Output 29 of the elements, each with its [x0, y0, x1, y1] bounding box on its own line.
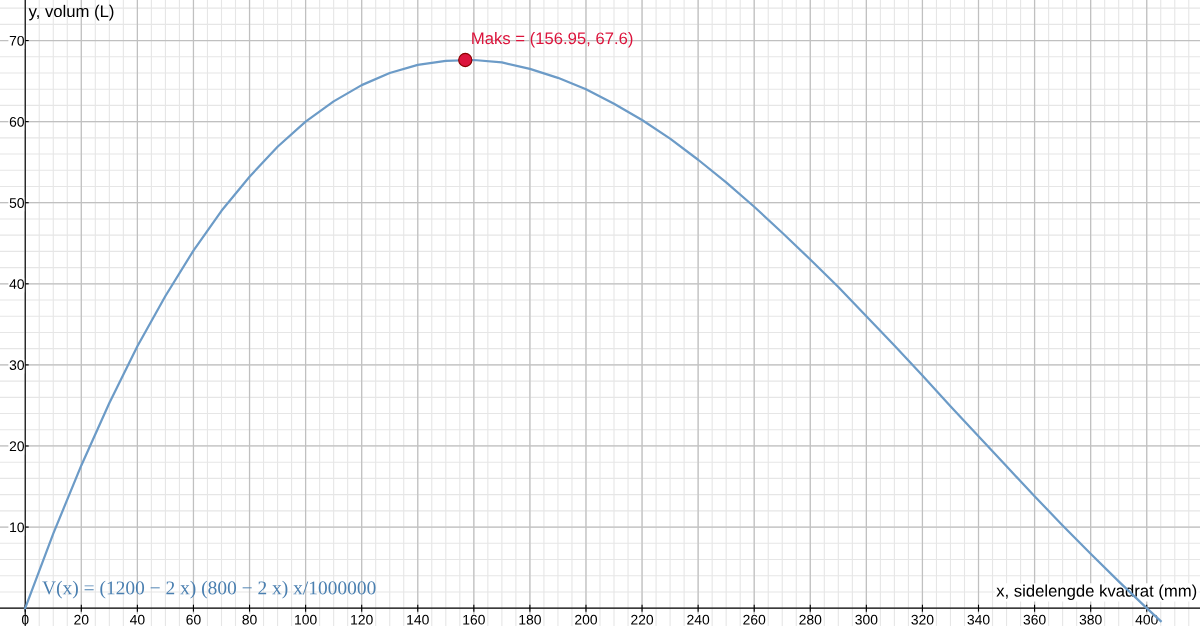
x-tick-label: 40	[129, 614, 145, 625]
x-tick-label: 20	[74, 614, 89, 625]
x-tick-label: 380	[1079, 614, 1102, 625]
annotation: V(x) = (1200 − 2 x) (800 − 2 x) x/1000000	[42, 580, 376, 599]
x-tick-label: 240	[687, 614, 710, 625]
annotation: Maks = (156.95, 67.6)	[472, 31, 633, 48]
x-tick-label: 120	[351, 614, 373, 625]
y-tick-label: 10	[10, 522, 24, 533]
x-tick-label: 140	[407, 614, 429, 625]
x-tick-label: 260	[743, 614, 766, 625]
x-tick-label: 200	[575, 614, 598, 625]
x-tick-label: 60	[186, 614, 201, 625]
x-tick-label: 100	[295, 614, 317, 625]
y-tick-label: 50	[9, 198, 24, 208]
x-tick-label: 220	[631, 614, 654, 625]
x-tick-label: 360	[1023, 614, 1046, 625]
x-tick-label: 80	[242, 614, 257, 625]
y-tick-label: 20	[9, 441, 24, 452]
y-axis-title: y, volum (L)	[28, 4, 114, 21]
x-tick-label: 160	[463, 614, 485, 625]
x-tick-label: 340	[967, 614, 990, 625]
x-tick-label: 180	[519, 614, 541, 625]
y-tick-label: 60	[9, 116, 24, 127]
y-tick-label: 70	[9, 35, 24, 46]
x-tick-label: 280	[799, 614, 822, 625]
x-tick-label: 300	[855, 614, 878, 625]
y-tick-label: 30	[9, 360, 24, 371]
y-tick-label: 40	[9, 279, 24, 289]
x-tick-label: 320	[911, 614, 934, 625]
